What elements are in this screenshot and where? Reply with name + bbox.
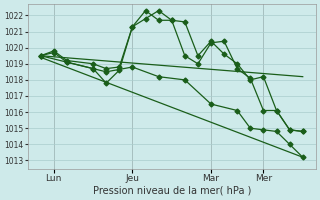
X-axis label: Pression niveau de la mer( hPa ): Pression niveau de la mer( hPa )	[92, 186, 251, 196]
